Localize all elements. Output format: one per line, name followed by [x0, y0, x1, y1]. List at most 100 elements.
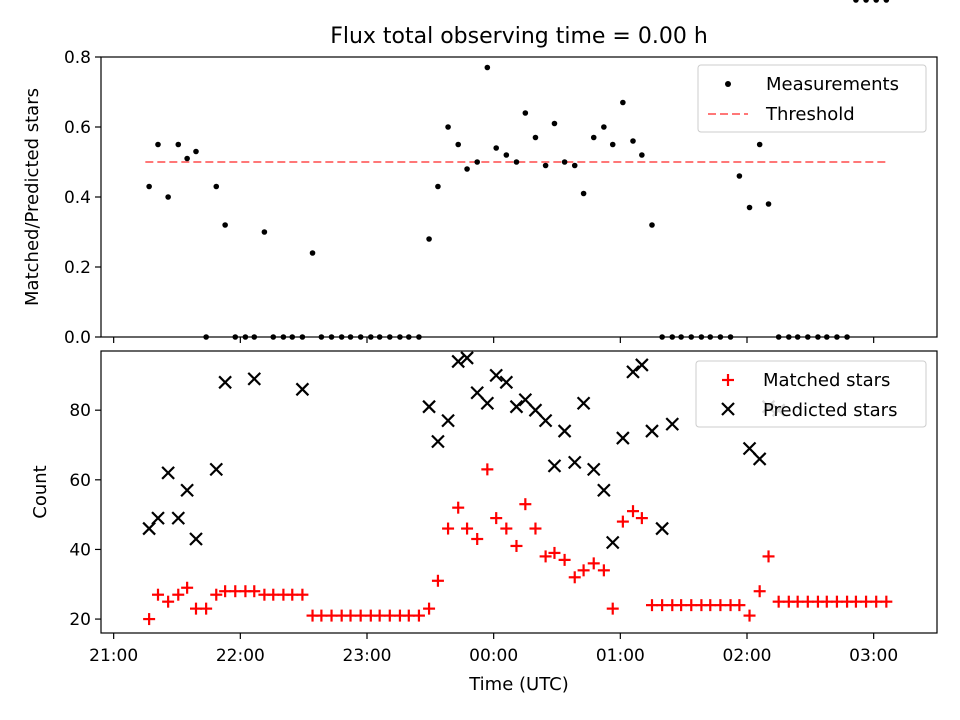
legend-predicted-marker: [721, 402, 735, 416]
matched-star-point: [442, 522, 455, 535]
predicted-star-point: [528, 403, 543, 417]
matched-star-point: [267, 588, 280, 601]
measurement-point: [551, 120, 558, 127]
matched-star-point: [860, 595, 873, 608]
legend-matched-label: Matched stars: [763, 370, 890, 391]
matched-star-point: [801, 595, 814, 608]
xtick-label: 01:00: [596, 646, 645, 666]
matched-star-point: [181, 581, 194, 594]
matched-star-point: [412, 609, 425, 622]
bottom-y-axis-label: Count: [30, 465, 51, 518]
matched-star-point: [500, 522, 513, 535]
bottom-ytick-label: 40: [69, 540, 91, 560]
legend-predicted-label: Predicted stars: [763, 400, 897, 421]
matched-star-point: [820, 595, 833, 608]
bottom-ytick-label: 20: [69, 610, 91, 630]
predicted-star-point: [161, 466, 175, 480]
predicted-star-point: [538, 413, 553, 428]
matched-star-point: [656, 599, 669, 612]
matched-star-point: [219, 585, 232, 598]
top-ytick-label: 0.0: [64, 328, 91, 348]
matched-star-point: [529, 522, 542, 535]
legend-threshold-label: Threshold: [765, 104, 855, 125]
bottom-ytick-label: 80: [69, 401, 91, 421]
matched-star-point: [383, 609, 396, 622]
top-panel: 0.00.20.40.60.8 Matched/Predicted stars …: [22, 0, 938, 348]
bottom-legend-box: [695, 360, 927, 428]
measurement-point: [146, 183, 152, 190]
matched-star-point: [325, 609, 338, 622]
matched-star-point: [675, 599, 688, 612]
predicted-star-point: [480, 396, 495, 411]
predicted-star-point: [142, 521, 156, 536]
matched-star-point: [423, 602, 436, 615]
predicted-star-point: [547, 459, 562, 473]
predicted-star-point: [665, 417, 680, 431]
measurement-point: [455, 141, 462, 148]
measurement-point: [184, 155, 190, 162]
predicted-star-point: [460, 351, 474, 365]
measurement-point: [609, 141, 616, 148]
matched-star-point: [461, 522, 474, 535]
matched-star-point: [714, 599, 727, 612]
predicted-star-point: [151, 511, 165, 525]
top-ytick-label: 0.4: [64, 188, 91, 208]
predicted-star-point: [171, 511, 186, 525]
matched-star-point: [635, 512, 648, 525]
matched-star-point: [190, 602, 202, 615]
matched-star-point: [627, 505, 639, 518]
top-xticks: [113, 337, 875, 343]
measurement-point: [601, 124, 607, 130]
measurement-point: [873, 0, 879, 3]
matched-star-point: [616, 515, 629, 528]
matched-star-point: [402, 609, 415, 622]
legend-measurements-marker: [725, 81, 731, 87]
matched-star-point: [286, 588, 299, 601]
top-yticks: 0.0 0.2 0.4 0.6 0.8: [64, 48, 101, 348]
matched-star-point: [490, 512, 503, 525]
measurement-point: [756, 141, 763, 148]
measurement-point: [155, 141, 161, 148]
matched-star-point: [568, 571, 581, 584]
matched-star-point: [849, 595, 862, 608]
matched-star-point: [587, 557, 600, 570]
top-legend: Measurements Threshold: [697, 64, 927, 133]
measurement-point: [649, 222, 655, 228]
measurement-point: [464, 166, 470, 172]
top-ytick-label: 0.2: [64, 258, 91, 278]
measurement-point: [630, 138, 636, 144]
bottom-legend: Matched stars Predicted stars: [695, 360, 927, 428]
predicted-star-point: [295, 382, 310, 397]
predicted-star-point: [605, 535, 620, 550]
matched-star-point: [471, 533, 484, 545]
predicted-star-point: [557, 424, 572, 438]
matched-star-point: [373, 609, 386, 622]
matched-star-point: [344, 609, 357, 622]
measurement-point: [736, 173, 743, 179]
matched-star-point: [870, 595, 883, 608]
measurement-point: [542, 162, 549, 169]
matched-star-point: [772, 595, 785, 608]
matched-star-point: [229, 585, 242, 598]
measurement-point: [853, 0, 859, 3]
top-legend-box: [697, 64, 927, 133]
matched-star-point: [830, 595, 843, 608]
x-axis-label: Time (UTC): [468, 674, 569, 695]
measurement-point: [165, 194, 171, 200]
predicted-star-point: [180, 483, 194, 498]
bottom-plot-content: [142, 351, 893, 626]
predicted-star-point: [586, 462, 601, 477]
measurement-point: [493, 145, 500, 151]
predicted-star-point: [635, 358, 649, 372]
xtick-label: 00:00: [469, 646, 518, 666]
xtick-label: 21:00: [89, 646, 138, 666]
predicted-star-point: [189, 532, 203, 546]
matched-star-point: [762, 550, 775, 563]
predicted-star-point: [489, 368, 503, 383]
predicted-star-point: [441, 413, 455, 428]
predicted-star-point: [451, 354, 465, 369]
matched-star-point: [539, 550, 552, 563]
predicted-star-point: [597, 483, 611, 498]
matched-star-point: [354, 609, 367, 622]
